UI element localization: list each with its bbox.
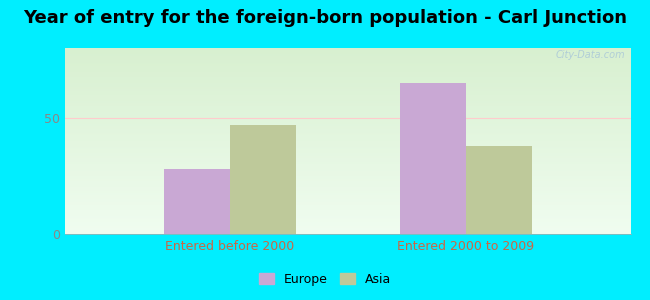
Bar xyxy=(400,83,465,234)
Legend: Europe, Asia: Europe, Asia xyxy=(254,268,396,291)
Bar xyxy=(230,125,296,234)
Text: City-Data.com: City-Data.com xyxy=(555,50,625,60)
Bar xyxy=(164,169,230,234)
Text: Year of entry for the foreign-born population - Carl Junction: Year of entry for the foreign-born popul… xyxy=(23,9,627,27)
Bar xyxy=(465,146,532,234)
